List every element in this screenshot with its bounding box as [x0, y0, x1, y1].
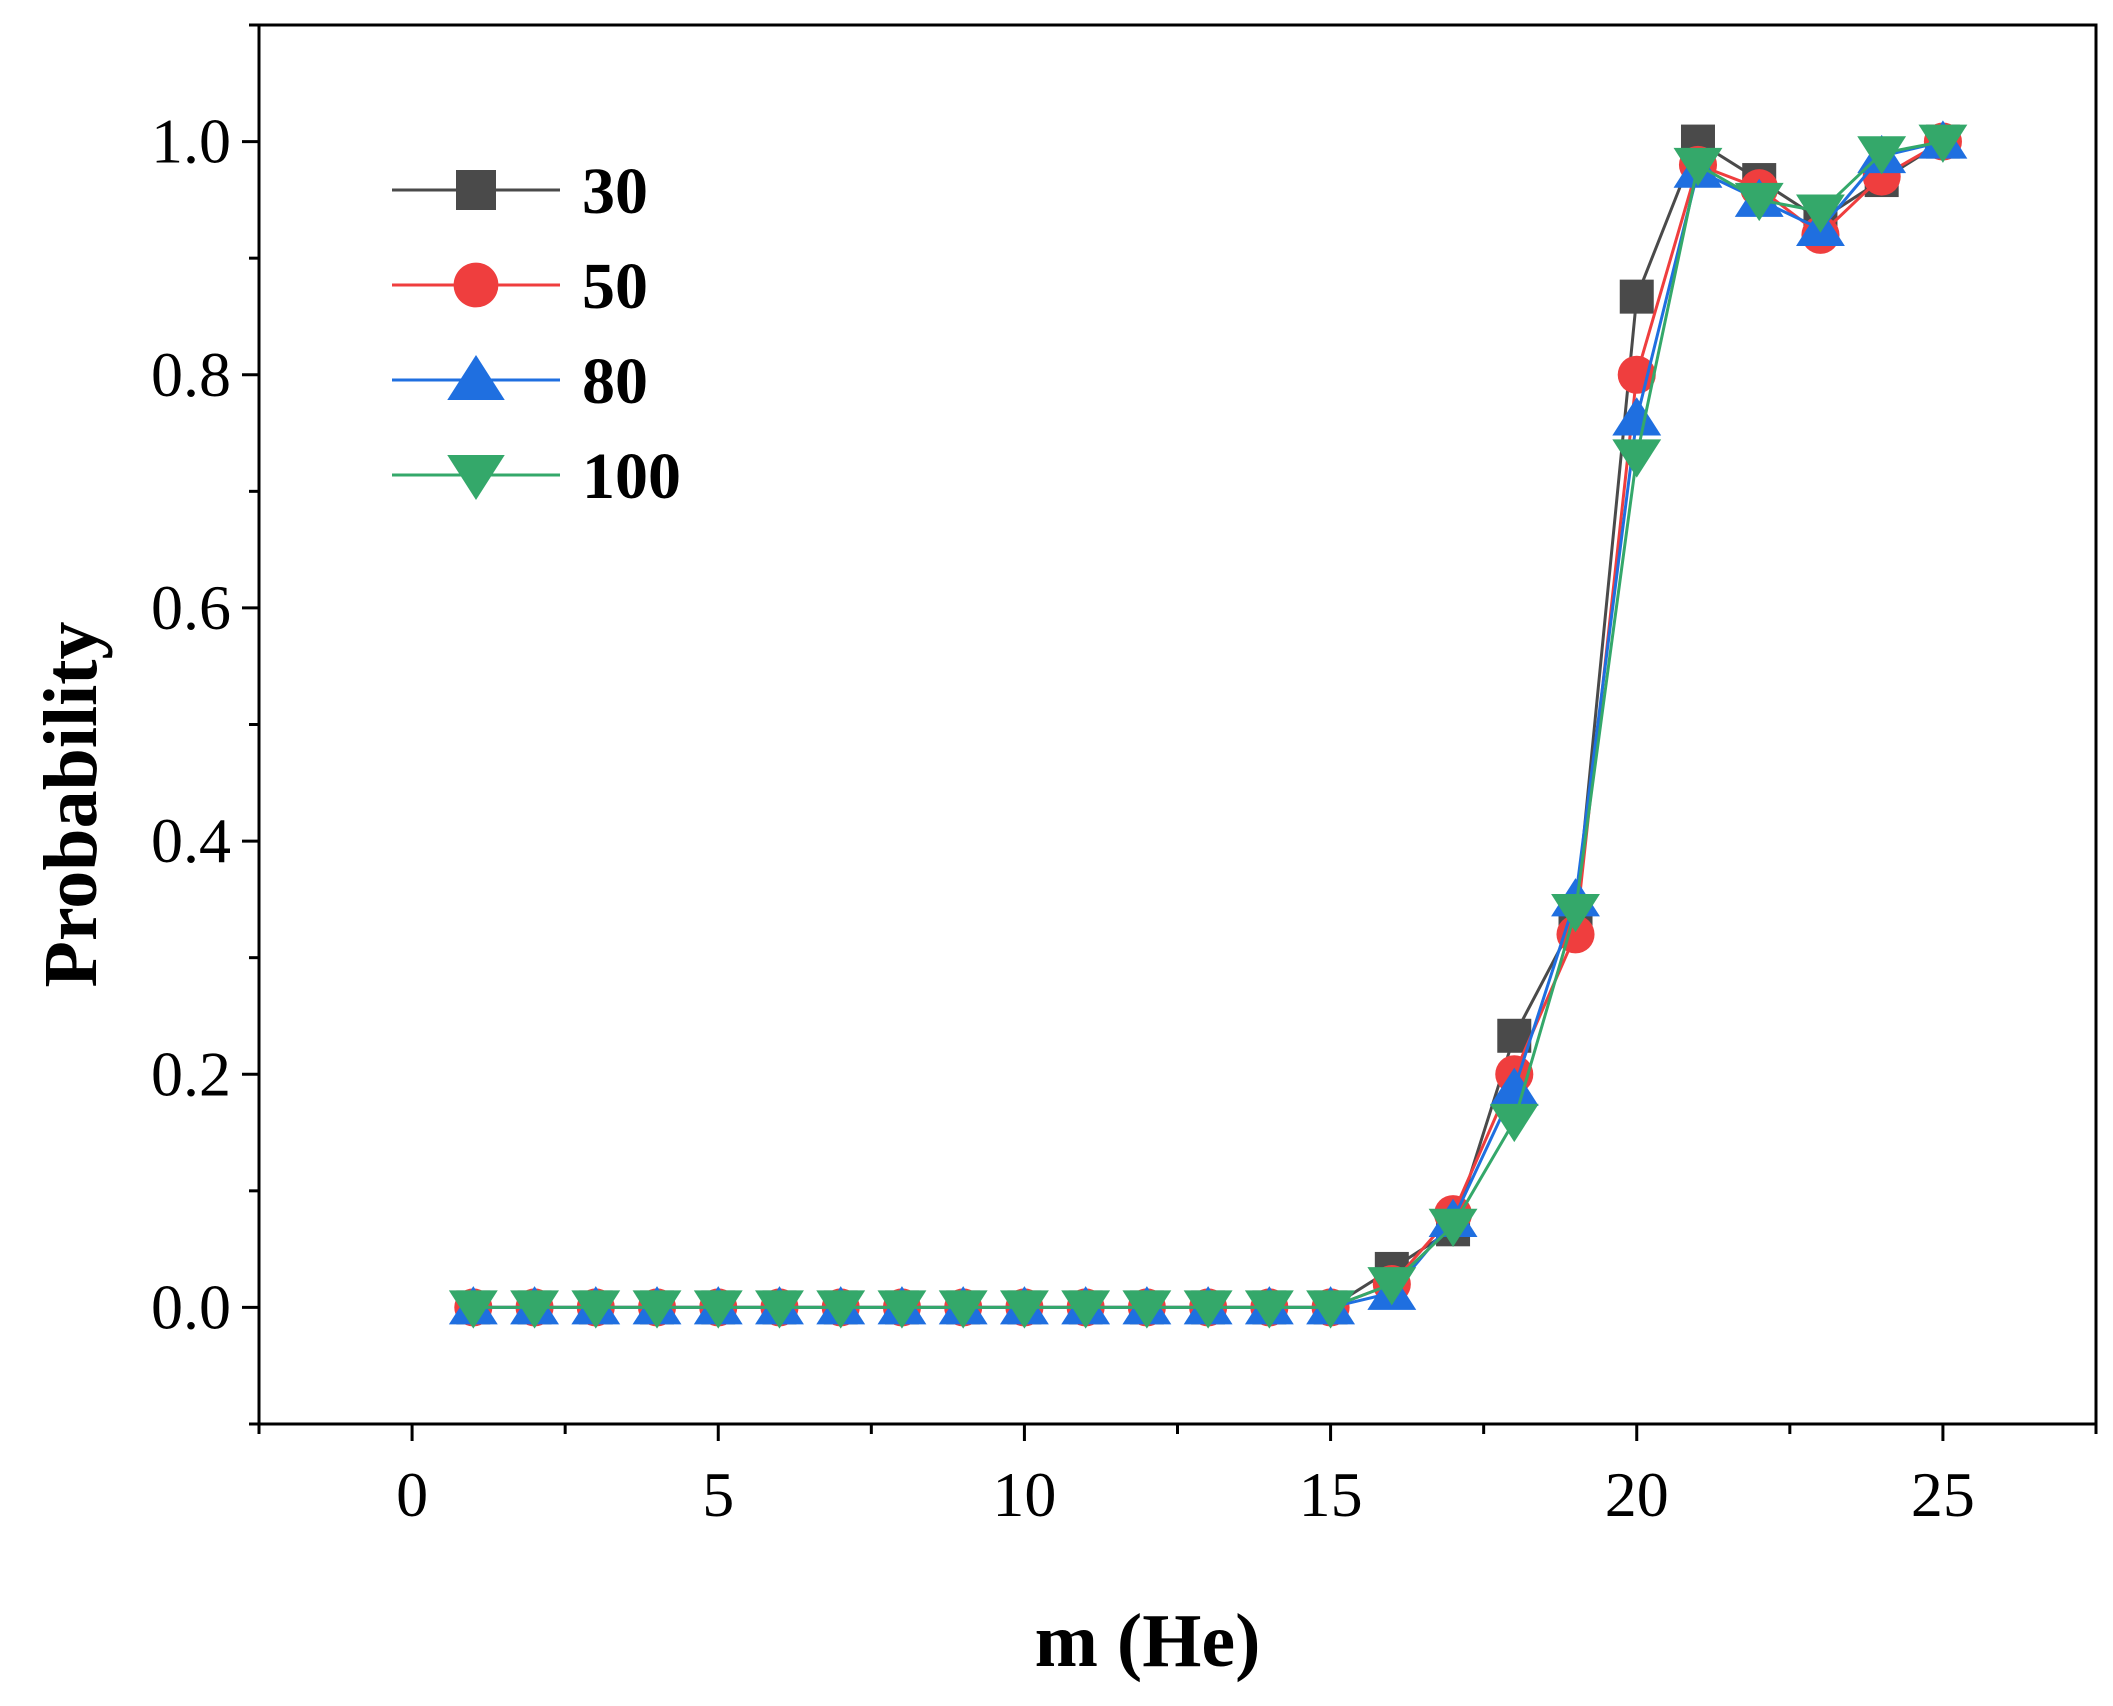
data-point: [1857, 136, 1907, 175]
legend-label: 30: [582, 155, 648, 228]
data-point: [816, 1290, 866, 1329]
data-point: [1428, 1208, 1478, 1248]
x-axis-title: m (He): [1035, 1599, 1261, 1683]
series-line-100: [473, 140, 1944, 1309]
data-point: [1673, 147, 1723, 187]
data-point: [448, 1290, 498, 1329]
data-point: [877, 1290, 927, 1329]
x-tick-label: 25: [1911, 1459, 1975, 1530]
data-point: [1306, 1290, 1356, 1329]
legend-marker: [453, 262, 499, 308]
data-point: [938, 1290, 988, 1329]
data-point: [1367, 1267, 1417, 1306]
legend-marker: [447, 455, 505, 500]
data-point: [1734, 182, 1784, 222]
series-50: [454, 122, 1962, 1327]
legend: 30 50 80 100: [392, 155, 681, 513]
x-tick-label: 15: [1299, 1459, 1363, 1530]
x-tick-label: 5: [702, 1459, 734, 1530]
series-30: [456, 124, 1960, 1325]
y-axis-title: Probability: [29, 622, 113, 988]
legend-item-50: 50: [392, 250, 648, 323]
series-line-80: [473, 140, 1944, 1309]
data-point: [693, 1290, 743, 1329]
y-tick-label: 1.0: [151, 106, 231, 177]
data-point: [1619, 279, 1654, 314]
x-tick-label: 10: [992, 1459, 1056, 1530]
data-point: [1061, 1290, 1111, 1329]
data-point: [1612, 397, 1662, 436]
y-tick-label: 0.4: [151, 805, 231, 876]
y-tick-label: 0.8: [151, 339, 231, 410]
legend-item-30: 30: [392, 155, 648, 228]
data-point: [1489, 1103, 1539, 1143]
series-line-30: [473, 139, 1944, 1309]
data-point: [1551, 894, 1600, 933]
y-tick-label: 0.6: [151, 572, 231, 643]
legend-marker: [447, 355, 505, 400]
data-point: [999, 1290, 1049, 1329]
data-point: [1918, 124, 1968, 163]
series-80: [448, 120, 1968, 1325]
data-point: [1122, 1290, 1172, 1329]
x-tick-label: 0: [396, 1459, 428, 1530]
x-tick-label: 20: [1605, 1459, 1669, 1530]
legend-item-80: 80: [392, 345, 648, 418]
data-point: [1489, 1067, 1539, 1106]
series-line-50: [473, 140, 1944, 1309]
plot-area: [448, 120, 1968, 1329]
legend-marker: [456, 170, 496, 210]
data-point: [755, 1290, 804, 1329]
legend-item-100: 100: [392, 440, 681, 513]
data-point: [632, 1290, 682, 1329]
series-100: [448, 124, 1968, 1329]
data-point: [1244, 1290, 1294, 1329]
data-point: [510, 1290, 559, 1329]
data-point: [1183, 1290, 1233, 1329]
data-point: [1796, 194, 1845, 233]
y-tick-label: 0.2: [151, 1038, 231, 1109]
data-point: [1612, 439, 1662, 478]
legend-label: 80: [582, 345, 648, 418]
legend-label: 50: [582, 250, 648, 323]
y-tick-label: 0.0: [151, 1271, 231, 1342]
axes: 0 5 10 15 20 25 0.0 0.2 0.4 0.6 0.8 1.0: [151, 23, 2098, 1530]
data-point: [571, 1290, 621, 1329]
legend-label: 100: [582, 440, 681, 513]
